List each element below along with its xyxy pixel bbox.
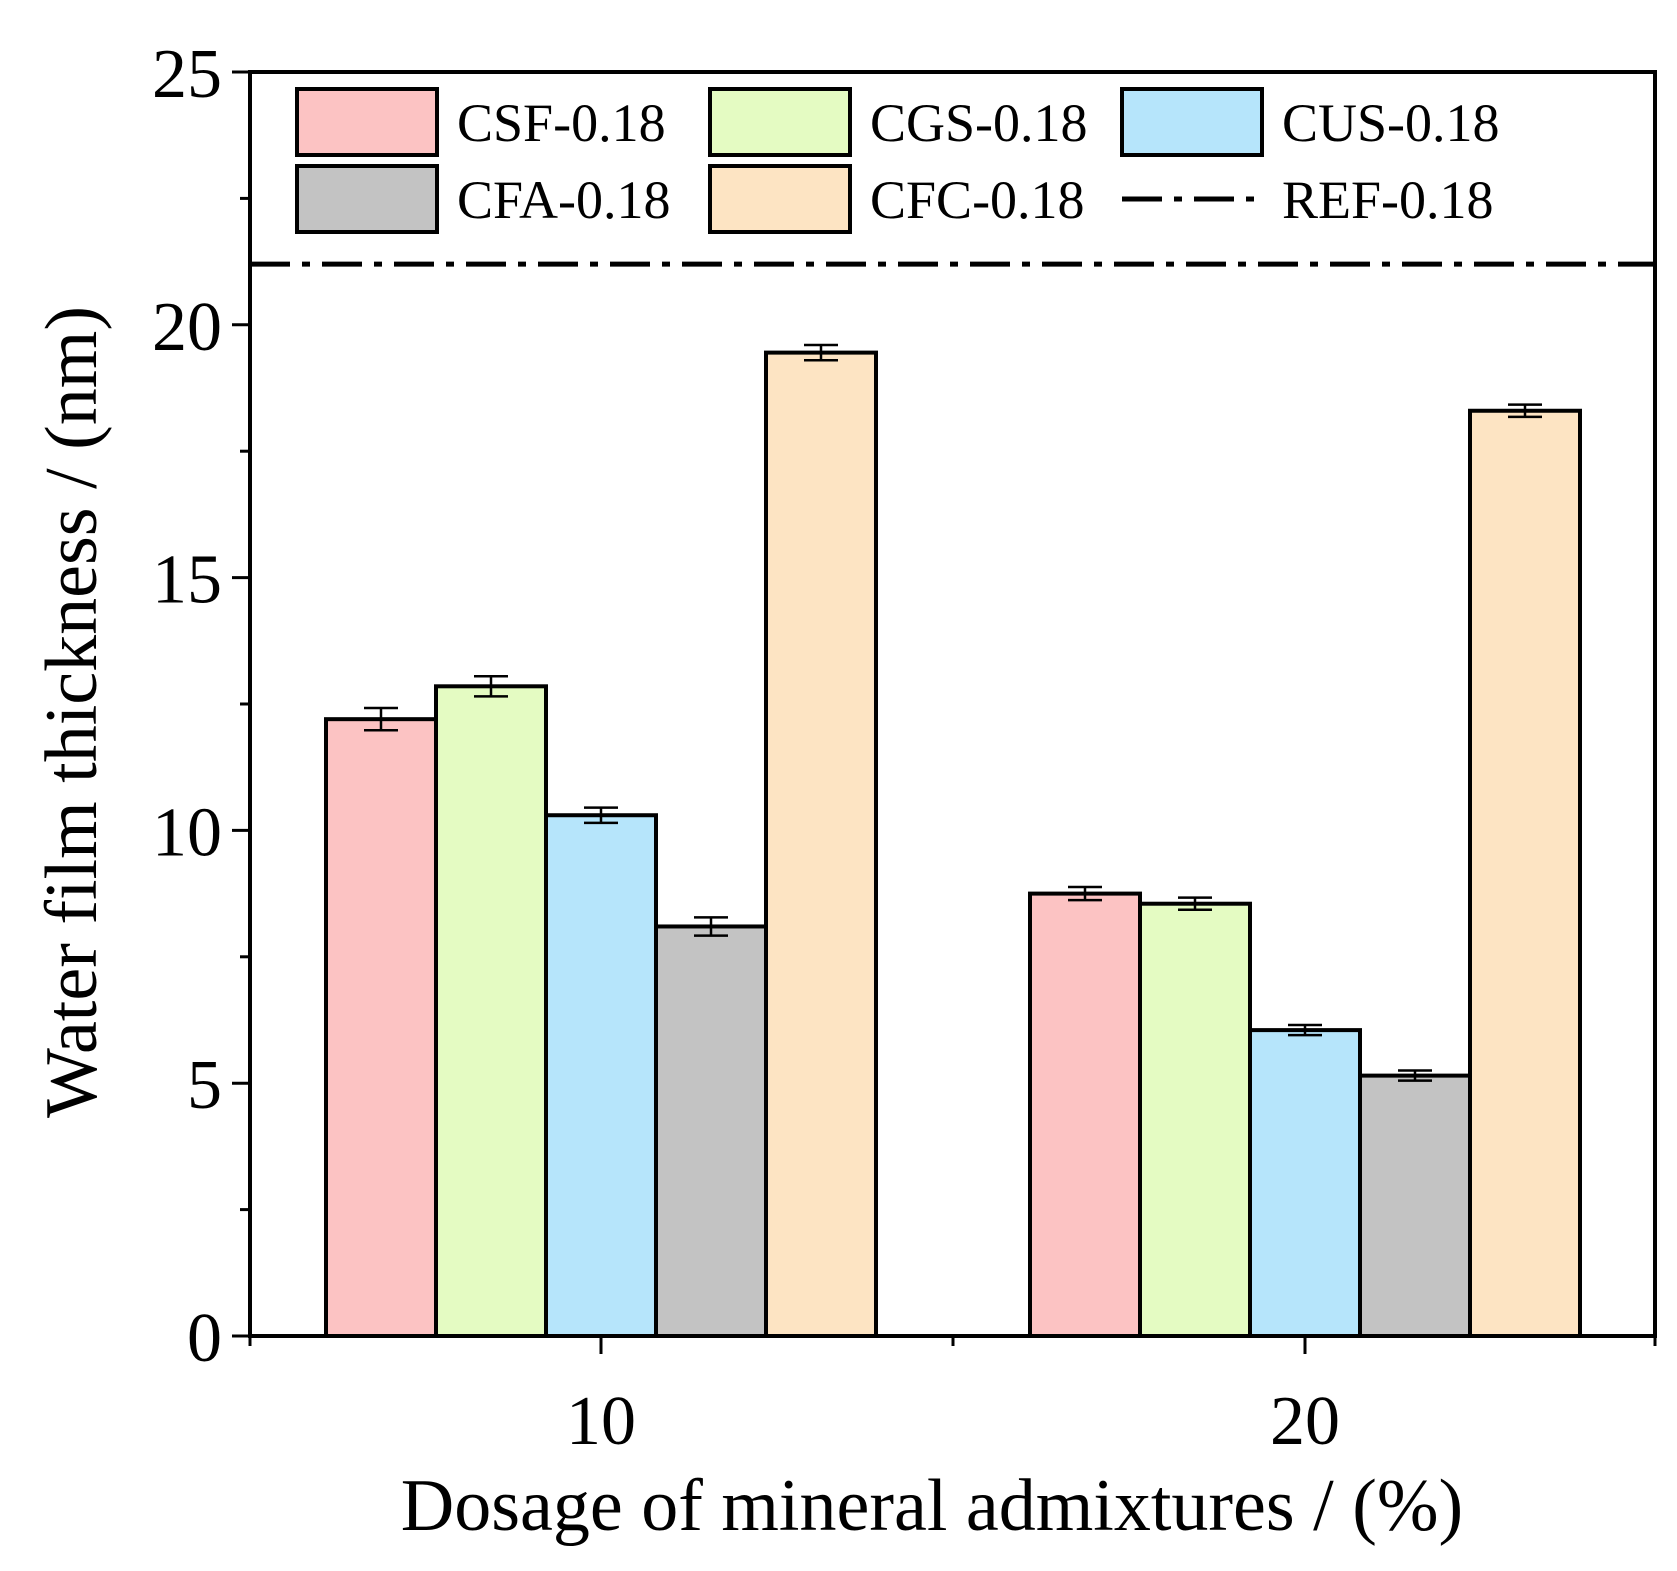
y-tick-label-15: 15 <box>152 542 222 619</box>
bar-CGS-0.18-20 <box>1138 901 1252 1338</box>
axes-layer: 0 5 10 15 20 25 10 20 <box>152 36 1657 1460</box>
bars-layer <box>324 343 1582 1339</box>
legend-swatch-CGS-0.18 <box>708 87 852 157</box>
bar-CFA-0.18-10 <box>654 924 768 1338</box>
x-axis-title: Dosage of mineral admixtures / (%) <box>401 1465 1463 1547</box>
x-tick-label-20: 20 <box>1270 1383 1340 1460</box>
x-tick-label-10: 10 <box>566 1383 636 1460</box>
bar-CSF-0.18-10 <box>324 717 438 1338</box>
bar-CFC-0.18-10 <box>764 350 878 1339</box>
y-tick-label-25: 25 <box>152 36 222 113</box>
legend: CSF-0.18 CGS-0.18 CUS-0.18 CFA-0.18 CFC-0.18… <box>295 87 1500 234</box>
y-tick-label-5: 5 <box>187 1047 222 1124</box>
y-tick-label-0: 0 <box>187 1300 222 1377</box>
legend-swatch-CFA-0.18 <box>295 164 439 234</box>
y-axis-title: Water film thickness / (nm) <box>31 306 113 1118</box>
legend-label-CGS-0.18: CGS-0.18 <box>870 93 1088 153</box>
bar-CSF-0.18-20 <box>1028 891 1142 1338</box>
legend-swatch-CFC-0.18 <box>708 164 852 234</box>
y-tick-label-20: 20 <box>152 289 222 366</box>
bar-CFC-0.18-20 <box>1468 408 1582 1338</box>
bar-CUS-0.18-10 <box>544 813 658 1338</box>
legend-swatch-CSF-0.18 <box>295 87 439 157</box>
legend-swatch-CUS-0.18 <box>1120 87 1264 157</box>
y-tick-label-10: 10 <box>152 794 222 871</box>
legend-label-CFC-0.18: CFC-0.18 <box>870 170 1085 230</box>
legend-label-REF-0.18: REF-0.18 <box>1282 170 1494 230</box>
legend-label-CSF-0.18: CSF-0.18 <box>457 93 666 153</box>
bar-CUS-0.18-20 <box>1248 1028 1362 1339</box>
bar-CFA-0.18-20 <box>1358 1073 1472 1338</box>
bar-CGS-0.18-10 <box>434 684 548 1338</box>
legend-label-CUS-0.18: CUS-0.18 <box>1282 93 1500 153</box>
legend-label-CFA-0.18: CFA-0.18 <box>457 170 671 230</box>
